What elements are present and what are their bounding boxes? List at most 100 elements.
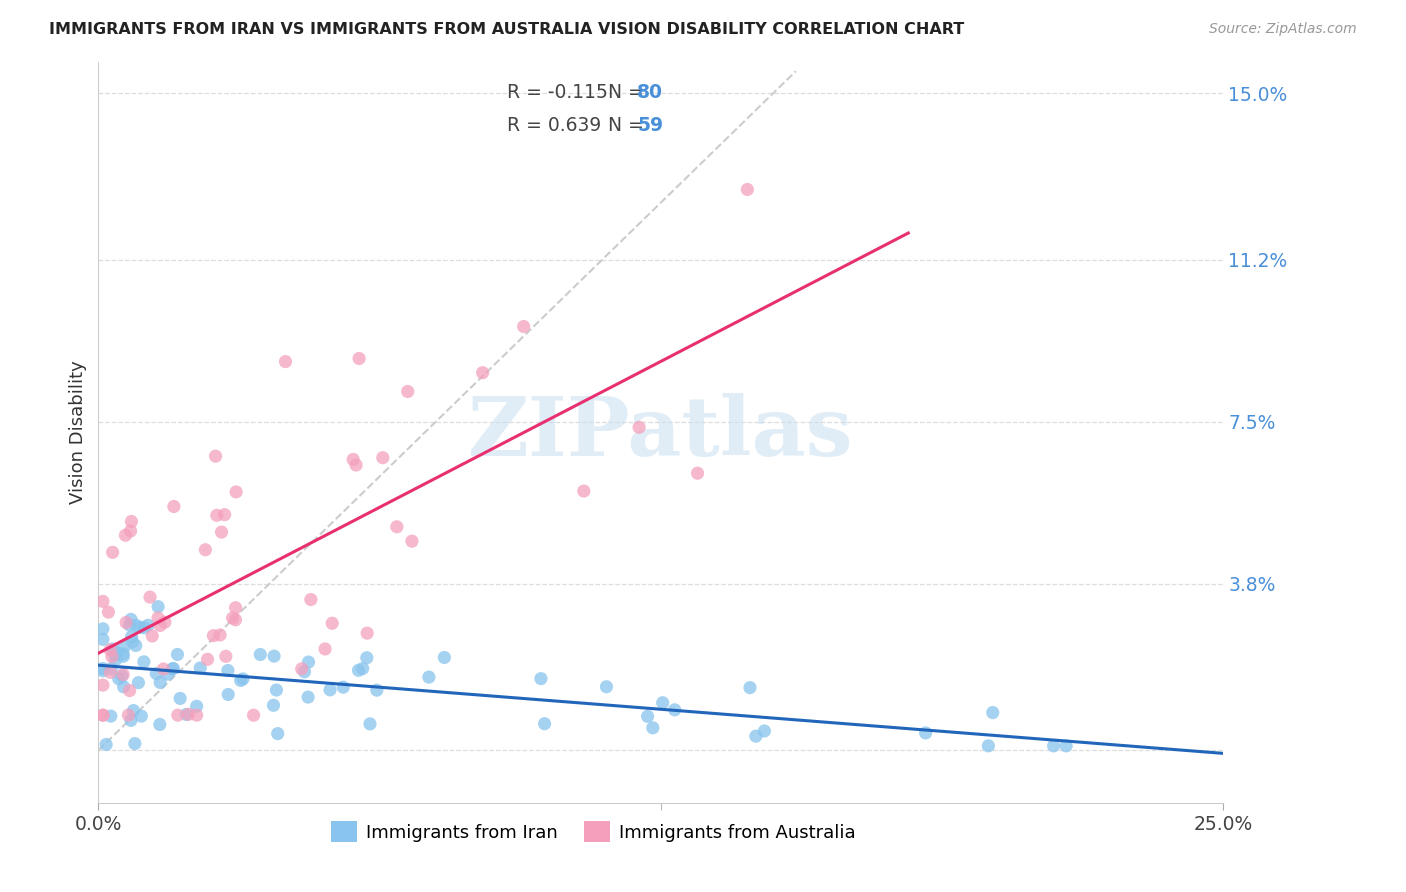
Point	[332, 680, 354, 694]
Point	[121, 634, 143, 648]
Point	[385, 520, 408, 534]
Point	[111, 647, 134, 661]
Point	[738, 681, 761, 695]
Point	[359, 717, 381, 731]
Point	[572, 484, 595, 499]
Text: 80: 80	[637, 83, 664, 102]
Point	[225, 484, 247, 499]
Point	[533, 716, 555, 731]
Point	[91, 594, 114, 608]
Point	[105, 646, 128, 660]
Point	[401, 534, 423, 549]
Text: IMMIGRANTS FROM IRAN VS IMMIGRANTS FROM AUSTRALIA VISION DISABILITY CORRELATION : IMMIGRANTS FROM IRAN VS IMMIGRANTS FROM …	[49, 22, 965, 37]
Point	[249, 648, 271, 662]
Point	[104, 652, 127, 666]
Point	[145, 666, 167, 681]
Point	[530, 672, 553, 686]
Point	[139, 590, 162, 604]
Point	[433, 650, 456, 665]
Point	[186, 699, 208, 714]
Point	[595, 680, 617, 694]
Point	[641, 721, 664, 735]
Point	[97, 605, 120, 619]
Point	[242, 708, 264, 723]
Point	[204, 449, 226, 463]
Point	[186, 708, 208, 723]
Point	[98, 643, 121, 657]
Point	[111, 669, 134, 683]
Point	[94, 738, 117, 752]
Text: R = -0.115: R = -0.115	[508, 83, 607, 102]
Point	[396, 384, 419, 399]
Text: Source: ZipAtlas.com: Source: ZipAtlas.com	[1209, 22, 1357, 37]
Point	[129, 620, 152, 634]
Point	[356, 650, 378, 665]
Point	[232, 672, 254, 686]
Point	[115, 615, 138, 630]
Point	[347, 351, 370, 366]
Point	[107, 672, 129, 686]
Point	[217, 688, 239, 702]
Point	[152, 662, 174, 676]
Point	[91, 708, 114, 723]
Y-axis label: Vision Disability: Vision Disability	[69, 360, 87, 505]
Point	[91, 622, 114, 636]
Point	[146, 599, 169, 614]
Point	[637, 709, 659, 723]
Point	[132, 655, 155, 669]
Point	[418, 670, 440, 684]
Point	[149, 717, 172, 731]
Point	[162, 661, 184, 675]
Point	[100, 661, 122, 675]
Point	[225, 600, 247, 615]
Point	[263, 649, 285, 664]
Point	[117, 708, 139, 723]
Point	[194, 542, 217, 557]
Point	[914, 726, 936, 740]
Point	[136, 618, 159, 632]
Point	[266, 683, 288, 698]
Point	[1054, 739, 1077, 753]
Point	[134, 621, 156, 635]
Point	[177, 707, 200, 722]
Point	[371, 450, 394, 465]
Point	[118, 683, 141, 698]
Point	[664, 703, 686, 717]
Point	[141, 629, 163, 643]
Point	[91, 678, 114, 692]
Point	[294, 665, 316, 679]
Point	[745, 729, 768, 743]
Point	[120, 515, 142, 529]
Point	[91, 664, 114, 678]
Point	[100, 665, 122, 680]
Text: ZIPatlas: ZIPatlas	[468, 392, 853, 473]
Point	[299, 592, 322, 607]
Point	[101, 649, 124, 664]
Point	[153, 615, 176, 629]
Point	[342, 452, 364, 467]
Point	[344, 458, 367, 472]
Point	[314, 642, 336, 657]
Point	[127, 675, 149, 690]
Point	[211, 525, 233, 540]
Legend: Immigrants from Iran, Immigrants from Australia: Immigrants from Iran, Immigrants from Au…	[323, 814, 863, 849]
Point	[205, 508, 228, 523]
Point	[162, 662, 184, 676]
Point	[628, 420, 651, 434]
Point	[297, 690, 319, 705]
Point	[1042, 739, 1064, 753]
Point	[737, 182, 759, 196]
Point	[263, 698, 285, 713]
Point	[221, 611, 243, 625]
Point	[215, 649, 238, 664]
Point	[977, 739, 1000, 753]
Point	[225, 613, 247, 627]
Point	[114, 528, 136, 542]
Point	[209, 628, 232, 642]
Text: R = 0.639: R = 0.639	[508, 116, 602, 136]
Point	[512, 319, 534, 334]
Point	[366, 683, 388, 698]
Point	[169, 691, 191, 706]
Point	[202, 629, 225, 643]
Text: 59: 59	[637, 116, 664, 136]
